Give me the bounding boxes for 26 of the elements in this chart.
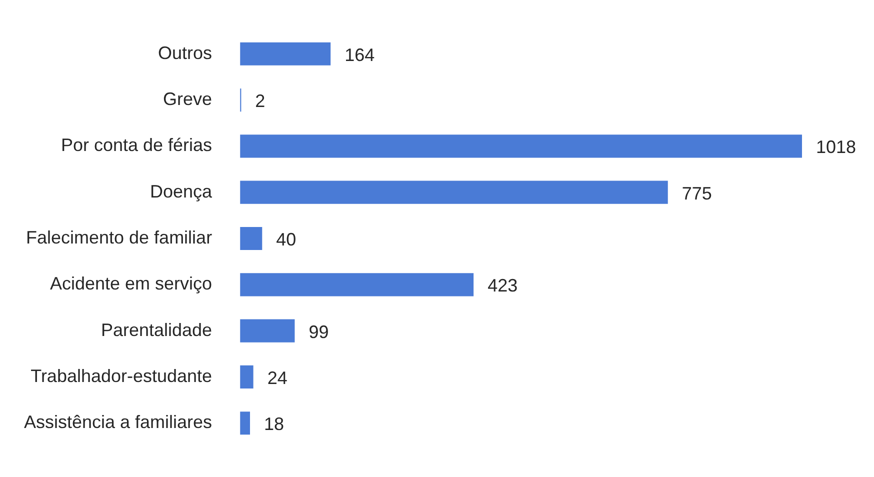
y-tick-label: Assistência a familiares <box>24 412 212 432</box>
data-label: 99 <box>308 322 329 342</box>
bar <box>240 226 262 250</box>
y-tick-label: Greve <box>163 89 212 109</box>
bar <box>240 273 474 296</box>
bar <box>240 319 295 342</box>
bar <box>240 180 668 204</box>
y-tick-label: Acidente em serviço <box>50 274 212 294</box>
data-label: 164 <box>344 44 375 65</box>
data-label: 2 <box>255 91 266 111</box>
y-tick-label: Falecimento de familiar <box>26 227 212 248</box>
bar <box>240 365 254 389</box>
y-tick-label: Outros <box>158 42 212 63</box>
bar <box>240 412 250 435</box>
data-label: 18 <box>264 414 284 434</box>
data-label: 40 <box>276 229 296 250</box>
bar <box>240 42 331 66</box>
y-tick-label: Trabalhador-estudante <box>30 366 212 386</box>
data-label: 24 <box>267 368 288 388</box>
y-tick-label: Doença <box>150 181 214 202</box>
y-tick-label: Parentalidade <box>100 320 212 340</box>
data-label: 775 <box>682 183 712 204</box>
data-label: 423 <box>488 276 518 296</box>
data-label: 1018 <box>816 137 856 158</box>
bar <box>240 134 802 158</box>
y-tick-label: Por conta de férias <box>60 135 212 156</box>
